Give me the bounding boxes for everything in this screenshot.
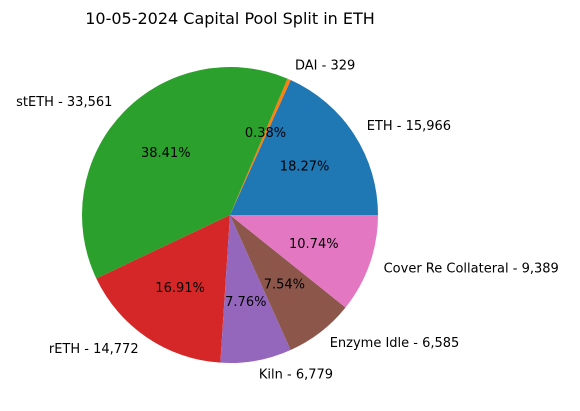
slice-percent-label: 0.38% — [245, 126, 286, 141]
slice-label: rETH - 14,772 — [49, 342, 139, 357]
slice-percent-label: 7.54% — [264, 278, 305, 293]
slice-label: Kiln - 6,779 — [259, 368, 333, 383]
slice-percent-label: 7.76% — [225, 295, 266, 310]
pie-slice — [96, 215, 230, 363]
slice-label: Enzyme Idle - 6,585 — [330, 336, 460, 351]
pie-slice — [220, 215, 291, 363]
chart-title: 10-05-2024 Capital Pool Split in ETH — [85, 9, 375, 28]
slice-percent-label: 16.91% — [155, 281, 205, 296]
slice-label: stETH - 33,561 — [16, 95, 112, 110]
slice-label: ETH - 15,966 — [367, 119, 451, 134]
slice-labels: ETH - 15,966 18.27% DAI - 329 0.38% stETH - … — [16, 58, 559, 382]
slice-percent-label: 38.41% — [141, 146, 191, 161]
pie-slice — [81, 66, 288, 279]
pie-slice — [230, 78, 291, 215]
pie-slice — [230, 80, 378, 215]
slice-percent-label: 10.74% — [289, 237, 339, 252]
slice-percent-label: 18.27% — [280, 159, 330, 174]
slice-label: DAI - 329 — [295, 58, 355, 73]
pie-slice — [230, 215, 346, 351]
slice-label: Cover Re Collateral - 9,389 — [384, 261, 559, 276]
pie-slices — [81, 66, 378, 363]
pie-slice — [230, 215, 378, 308]
